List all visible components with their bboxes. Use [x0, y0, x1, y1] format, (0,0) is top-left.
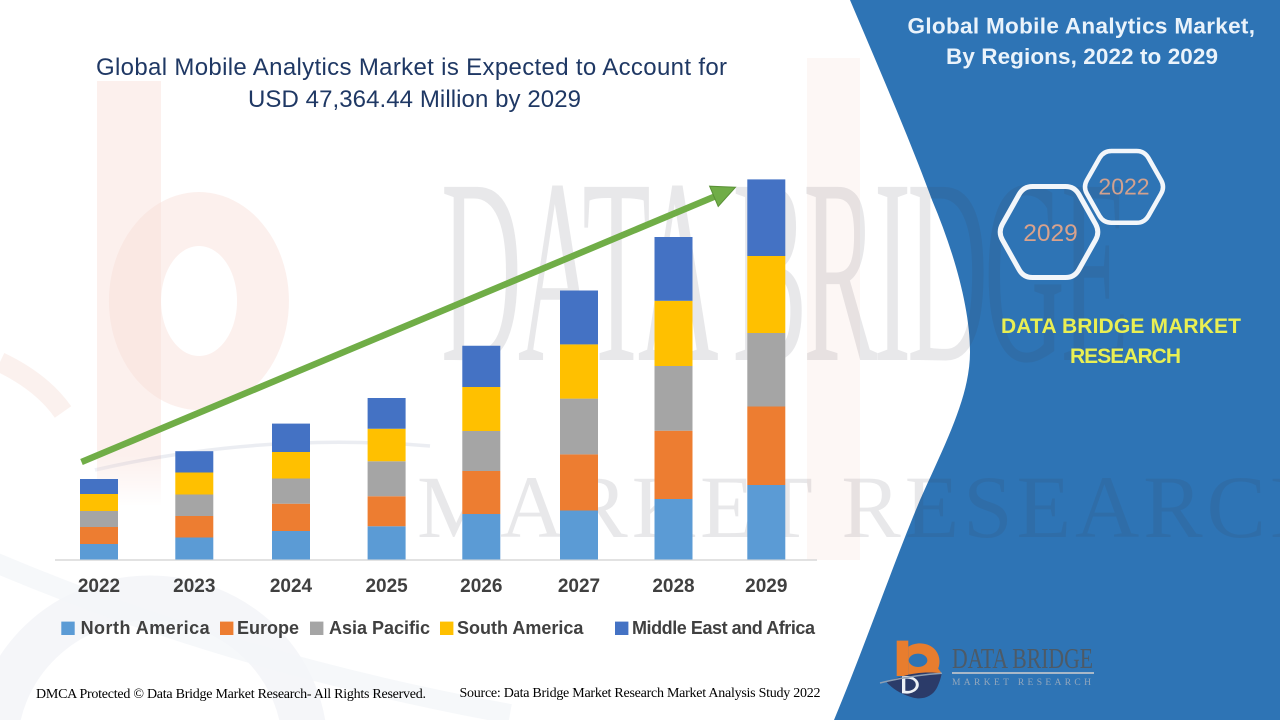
svg-text:DATA BRIDGE MARKET: DATA BRIDGE MARKET [1001, 315, 1241, 338]
svg-text:2023: 2023 [173, 576, 215, 597]
svg-text:Europe: Europe [237, 618, 299, 638]
svg-text:DATA BRIDGE: DATA BRIDGE [952, 643, 1093, 675]
svg-text:2027: 2027 [558, 576, 600, 597]
svg-text:By Regions, 2022 to 2029: By Regions, 2022 to 2029 [946, 44, 1218, 69]
svg-text:2026: 2026 [460, 576, 502, 597]
svg-text:2024: 2024 [270, 576, 313, 597]
svg-text:RESEARCH: RESEARCH [1070, 345, 1181, 368]
svg-text:Asia Pacific: Asia Pacific [329, 618, 430, 638]
svg-text:2028: 2028 [652, 576, 694, 597]
svg-text:2029: 2029 [1023, 220, 1078, 247]
svg-text:2029: 2029 [745, 576, 787, 597]
svg-text:Source: Data Bridge Market Res: Source: Data Bridge Market Research Mark… [460, 686, 821, 701]
svg-text:DMCA Protected © Data Bridge M: DMCA Protected © Data Bridge Market Rese… [36, 687, 426, 702]
svg-text:South America: South America [457, 618, 584, 638]
svg-text:MARKET RESEARCH: MARKET RESEARCH [417, 459, 1280, 557]
svg-text:Global Mobile Analytics Market: Global Mobile Analytics Market, [908, 14, 1256, 39]
svg-text:2022: 2022 [78, 576, 120, 597]
svg-text:Middle East and Africa: Middle East and Africa [632, 618, 816, 638]
svg-text:MARKET RESEARCH: MARKET RESEARCH [952, 678, 1091, 688]
svg-text:2022: 2022 [1098, 174, 1149, 200]
svg-text:2025: 2025 [365, 576, 408, 597]
svg-text:Global Mobile Analytics Market: Global Mobile Analytics Market is Expect… [96, 54, 727, 81]
svg-text:USD 47,364.44 Million by 2029: USD 47,364.44 Million by 2029 [248, 86, 581, 113]
svg-text:North America: North America [81, 618, 211, 638]
